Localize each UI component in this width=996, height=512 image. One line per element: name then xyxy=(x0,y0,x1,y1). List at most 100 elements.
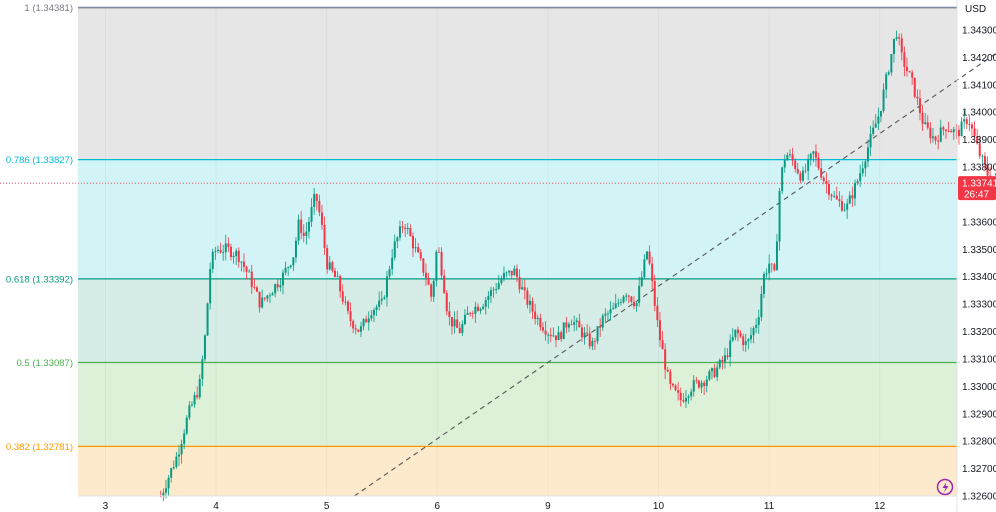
candle-body-126[interactable] xyxy=(487,296,490,300)
candle-body-23[interactable] xyxy=(219,249,222,253)
candle-body-302[interactable] xyxy=(944,129,947,131)
candle-body-108[interactable] xyxy=(440,251,443,276)
candle-body-114[interactable] xyxy=(456,319,459,328)
candle-body-157[interactable] xyxy=(567,324,570,328)
lightning-icon[interactable] xyxy=(936,478,954,496)
candle-body-129[interactable] xyxy=(495,288,498,290)
candle-body-257[interactable] xyxy=(827,184,830,195)
candle-body-14[interactable] xyxy=(196,395,199,398)
candle-body-197[interactable] xyxy=(671,383,674,386)
candle-body-296[interactable] xyxy=(929,127,932,139)
candle-body-292[interactable] xyxy=(918,98,921,114)
candle-body-225[interactable] xyxy=(744,341,747,345)
candle-body-311[interactable] xyxy=(968,124,971,125)
candle-body-270[interactable] xyxy=(861,168,864,174)
candle-body-282[interactable] xyxy=(892,38,895,55)
candle-body-50[interactable] xyxy=(289,265,292,268)
candle-body-295[interactable] xyxy=(926,122,929,128)
candle-body-85[interactable] xyxy=(380,298,383,301)
candle-body-104[interactable] xyxy=(430,284,433,297)
candle-body-1[interactable] xyxy=(162,492,165,497)
candle-body-151[interactable] xyxy=(552,335,555,337)
candle-body-141[interactable] xyxy=(526,290,529,305)
candle-body-203[interactable] xyxy=(687,396,690,398)
candle-body-304[interactable] xyxy=(950,130,953,133)
candle-body-265[interactable] xyxy=(848,195,851,204)
candle-body-83[interactable] xyxy=(375,306,378,310)
candle-body-287[interactable] xyxy=(905,66,908,72)
candle-body-119[interactable] xyxy=(469,313,472,314)
candle-body-190[interactable] xyxy=(653,281,656,306)
candle-body-70[interactable] xyxy=(341,291,344,302)
candle-body-233[interactable] xyxy=(765,273,768,275)
candle-body-166[interactable] xyxy=(591,340,594,347)
candle-body-92[interactable] xyxy=(398,226,401,238)
candle-body-193[interactable] xyxy=(661,340,664,350)
candle-body-24[interactable] xyxy=(222,252,225,253)
candle-body-242[interactable] xyxy=(788,154,791,156)
candle-body-62[interactable] xyxy=(320,212,323,225)
candle-body-150[interactable] xyxy=(549,334,552,337)
candle-body-111[interactable] xyxy=(448,311,451,317)
candle-body-34[interactable] xyxy=(248,271,251,273)
candle-body-199[interactable] xyxy=(677,390,680,393)
candle-body-234[interactable] xyxy=(768,263,771,274)
candle-body-4[interactable] xyxy=(170,468,173,478)
candle-body-293[interactable] xyxy=(921,113,924,124)
candle-body-209[interactable] xyxy=(703,382,706,386)
candle-body-220[interactable] xyxy=(731,337,734,341)
candle-body-33[interactable] xyxy=(245,266,248,272)
candle-body-145[interactable] xyxy=(536,317,539,320)
candle-body-6[interactable] xyxy=(175,456,178,468)
candle-body-253[interactable] xyxy=(817,157,820,169)
candle-body-271[interactable] xyxy=(864,161,867,169)
candle-body-142[interactable] xyxy=(528,300,531,305)
candle-body-211[interactable] xyxy=(708,371,711,380)
candle-body-81[interactable] xyxy=(370,315,373,319)
candle-body-156[interactable] xyxy=(565,322,568,328)
candle-body-48[interactable] xyxy=(284,267,287,273)
candle-body-252[interactable] xyxy=(814,151,817,158)
candle-body-84[interactable] xyxy=(378,300,381,307)
candle-body-179[interactable] xyxy=(625,295,628,297)
candle-body-297[interactable] xyxy=(931,136,934,139)
candle-body-17[interactable] xyxy=(203,335,206,360)
candle-body-303[interactable] xyxy=(947,130,950,132)
candle-body-216[interactable] xyxy=(721,360,724,362)
candle-body-79[interactable] xyxy=(365,319,368,323)
candle-body-16[interactable] xyxy=(201,359,204,380)
candle-body-301[interactable] xyxy=(942,127,945,130)
candle-body-117[interactable] xyxy=(463,314,466,324)
candle-body-71[interactable] xyxy=(344,301,347,303)
candle-body-8[interactable] xyxy=(180,443,183,455)
candle-body-75[interactable] xyxy=(354,328,357,330)
candle-body-44[interactable] xyxy=(274,284,277,294)
candle-body-202[interactable] xyxy=(684,397,687,402)
candle-body-246[interactable] xyxy=(799,173,802,181)
candle-body-124[interactable] xyxy=(482,306,485,309)
candle-body-94[interactable] xyxy=(404,227,407,230)
candle-body-229[interactable] xyxy=(755,324,758,328)
candle-body-224[interactable] xyxy=(742,336,745,345)
candle-body-51[interactable] xyxy=(292,257,295,266)
candle-body-74[interactable] xyxy=(352,321,355,329)
candle-body-260[interactable] xyxy=(835,195,838,200)
candle-body-32[interactable] xyxy=(242,261,245,267)
candle-body-263[interactable] xyxy=(843,209,846,211)
last-price-tag[interactable] xyxy=(958,176,996,201)
candle-body-148[interactable] xyxy=(544,330,547,335)
candle-body-152[interactable] xyxy=(554,335,557,341)
candle-body-21[interactable] xyxy=(214,251,217,252)
candle-body-222[interactable] xyxy=(736,329,739,334)
candle-body-40[interactable] xyxy=(263,297,266,299)
candle-body-82[interactable] xyxy=(372,309,375,316)
candle-body-59[interactable] xyxy=(313,194,316,207)
candle-body-54[interactable] xyxy=(300,219,303,233)
candle-body-131[interactable] xyxy=(500,279,503,284)
candle-body-249[interactable] xyxy=(807,158,810,171)
candle-body-128[interactable] xyxy=(492,289,495,291)
candle-body-95[interactable] xyxy=(406,227,409,230)
candle-body-219[interactable] xyxy=(729,340,732,358)
candle-body-97[interactable] xyxy=(411,236,414,249)
